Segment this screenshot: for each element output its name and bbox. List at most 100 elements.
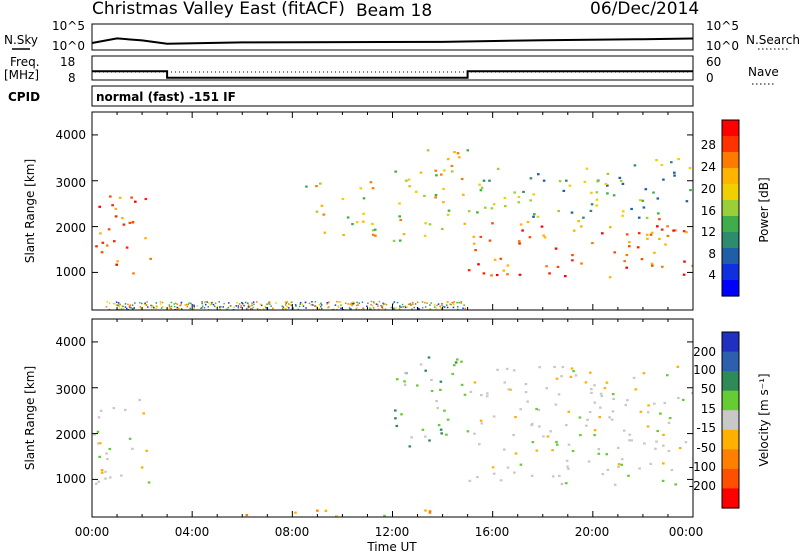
velocity-cell [446,418,450,421]
beam-label: Beam 18 [356,1,432,21]
velocity-cell [653,402,656,405]
velocity-colorbar: 200 100 50 15 -15 -50 -100 -200 Velocity… [689,331,771,509]
power-cell [250,308,253,310]
power-cell [247,304,250,306]
velocity-cell [617,446,620,449]
power-cell [457,308,459,310]
power-cell [434,193,438,197]
power-cell [682,230,686,233]
power-cell [583,180,587,183]
power-cell [655,159,658,162]
velocity-ytick-4000: 4000 [55,335,86,349]
power-cell [571,254,574,257]
power-cell [153,307,155,309]
power-cell [474,249,477,252]
power-cell [446,301,448,304]
power-cell [456,301,458,304]
power-cell [312,304,314,306]
power-cell [404,305,406,308]
power-cell [201,302,203,305]
power-cell [406,306,408,308]
velocity-cell [437,424,441,427]
power-cell [396,301,399,304]
power-cell [129,305,131,308]
nsky-right-tick-top: 10^5 [706,19,739,33]
power-cell [482,179,486,182]
power-cell [160,300,162,303]
power-cell [370,308,372,310]
power-cell [618,176,622,179]
velocity-cell [120,474,123,477]
power-cell [557,209,560,213]
power-cell [228,302,230,304]
power-cell [385,303,388,306]
power-cell [237,307,240,309]
power-cell [407,303,410,306]
power-cell [369,308,371,310]
vel-cb-tick-m15: -15 [696,421,716,435]
velocity-cell [546,435,550,438]
power-cell [308,302,311,305]
power-cell [595,191,599,194]
power-cell [352,301,354,303]
power-cell [112,302,115,305]
velocity-cell [586,418,589,421]
power-cell [392,302,394,305]
velocity-cell [555,443,559,446]
velocity-cell [526,400,529,403]
velocity-cell [445,433,448,436]
power-cell [176,306,178,309]
velocity-cell [428,511,432,514]
power-cell [240,305,242,307]
velocity-cell [608,416,611,419]
velocity-cell [410,436,413,439]
power-cell [134,302,136,304]
power-cell [351,303,354,305]
power-cell [186,304,189,306]
velocity-cell [661,479,665,482]
power-cell [334,304,337,306]
velocity-cell [593,401,597,404]
velocity-cell [560,482,564,486]
power-cell [116,260,119,263]
power-cell [133,307,135,309]
power-cell [398,308,401,310]
power-cb-swatch [722,200,739,217]
power-cell [434,196,437,199]
velocity-cell [335,515,338,517]
velocity-cell [492,415,496,418]
power-cell [637,232,641,235]
velocity-cell [642,372,646,375]
velocity-cell [590,391,593,394]
velocity-cell [93,433,96,436]
power-cell [371,187,375,190]
power-cell [176,303,179,305]
power-cell [411,308,413,310]
power-cell [352,303,355,306]
power-cell [637,216,641,219]
power-cell [219,305,222,308]
power-cell [536,215,540,218]
velocity-cell [542,435,545,438]
power-cell [196,305,199,307]
power-cell [292,307,294,309]
power-cell [339,301,342,303]
velocity-cell [454,361,458,364]
velocity-cell [147,481,151,484]
power-cell [429,304,431,306]
power-cell [421,301,424,303]
power-cell [504,205,507,208]
power-cell [639,199,642,202]
power-cell [311,301,313,303]
power-cell [259,303,262,305]
power-cell [435,307,437,309]
power-cell [144,237,147,240]
power-cell [140,307,142,310]
power-cell [272,307,274,310]
power-cell [269,303,271,305]
velocity-cell [624,403,628,407]
power-cell [315,210,319,213]
power-cell [108,308,110,310]
velocity-cell [424,509,427,512]
power-cell [623,260,626,263]
